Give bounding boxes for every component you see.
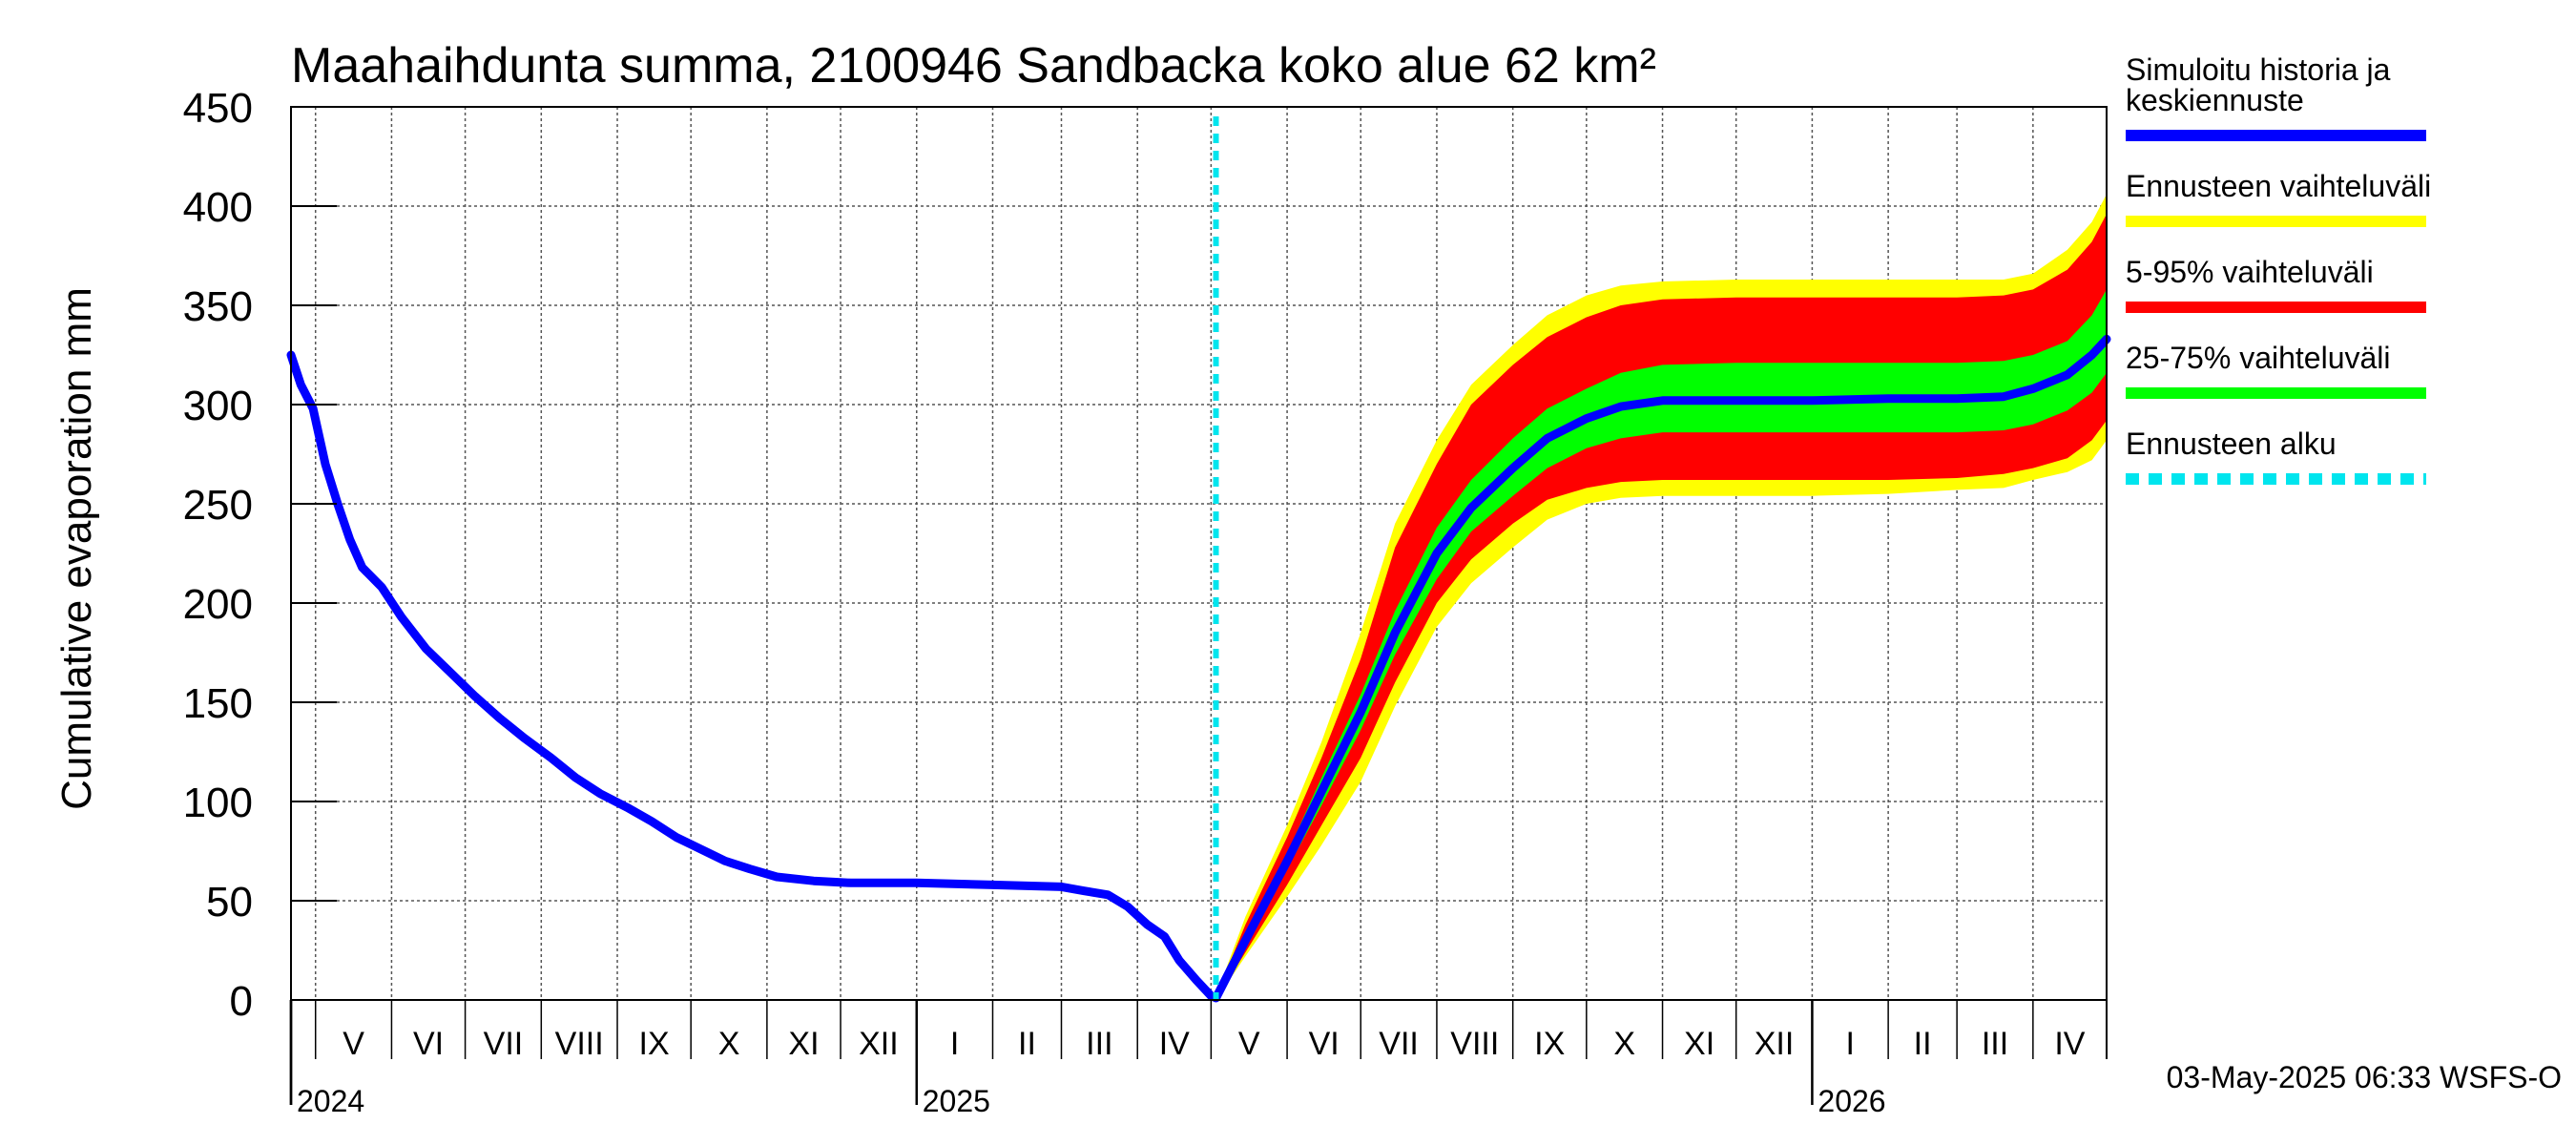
month-label: II (1018, 1026, 1036, 1062)
month-label: XII (1755, 1026, 1795, 1062)
month-label: V (343, 1026, 364, 1062)
y-axis-ticks: 0 50 100 150 200 250 300 350 400 450 (183, 85, 337, 1025)
x-axis: V VI VII VIII IX X XI XII I II III IV V VI VII VIII IX X X… (289, 1000, 2086, 1118)
forecast-bands (1215, 194, 2107, 1001)
plot-border (290, 106, 2108, 1001)
month-label: IV (1159, 1026, 1190, 1062)
year-label: 2024 (297, 1084, 364, 1118)
legend-label: Simuloitu historia ja (2126, 52, 2391, 87)
y-tick-label: 300 (183, 383, 253, 429)
month-label: XI (788, 1026, 819, 1062)
y-tick-label: 200 (183, 581, 253, 628)
footer-timestamp: 03-May-2025 06:33 WSFS-O (2167, 1060, 2562, 1094)
legend-label: Ennusteen alku (2126, 427, 2337, 461)
grid (291, 106, 2107, 1000)
history-line (286, 350, 1220, 1003)
month-label: IX (1534, 1026, 1565, 1062)
month-label: III (1982, 1026, 2008, 1062)
month-label: X (1613, 1026, 1635, 1062)
legend-label: Ennusteen vaihteluväli (2126, 169, 2431, 203)
month-label: IV (2054, 1026, 2085, 1062)
plot-frame (289, 106, 2108, 1105)
month-label: VIII (555, 1026, 604, 1062)
month-label: X (718, 1026, 740, 1062)
y-axis-label: Cumulative evaporation mm (53, 287, 100, 810)
month-label: V (1238, 1026, 1260, 1062)
y-tick-label: 150 (183, 680, 253, 727)
month-label: VIII (1450, 1026, 1499, 1062)
chart-title: Maahaihdunta summa, 2100946 Sandbacka ko… (291, 38, 1656, 94)
legend-label: keskiennuste (2126, 83, 2304, 117)
month-label: VI (1309, 1026, 1340, 1062)
month-label: VI (413, 1026, 444, 1062)
month-label: I (950, 1026, 959, 1062)
year-label: 2025 (923, 1084, 990, 1118)
month-label: XII (859, 1026, 899, 1062)
y-tick-label: 0 (230, 978, 253, 1025)
legend-label: 25-75% vaihteluväli (2126, 341, 2391, 375)
month-label: XI (1684, 1026, 1714, 1062)
forecast-median-line (1212, 334, 2111, 1003)
y-tick-label: 450 (183, 85, 253, 132)
month-label: IX (639, 1026, 670, 1062)
band-5-95-vaihteluv-li (1215, 214, 2107, 1001)
y-tick-label: 350 (183, 283, 253, 330)
month-label: I (1846, 1026, 1855, 1062)
month-label: VII (1379, 1026, 1419, 1062)
month-label: III (1086, 1026, 1112, 1062)
y-tick-label: 250 (183, 482, 253, 529)
series-lines (286, 116, 2111, 1003)
month-label: VII (484, 1026, 524, 1062)
legend-label: 5-95% vaihteluväli (2126, 255, 2374, 289)
y-tick-label: 100 (183, 780, 253, 826)
month-label: II (1914, 1026, 1932, 1062)
y-tick-label: 400 (183, 184, 253, 231)
y-tick-label: 50 (206, 879, 253, 926)
year-label: 2026 (1818, 1084, 1885, 1118)
